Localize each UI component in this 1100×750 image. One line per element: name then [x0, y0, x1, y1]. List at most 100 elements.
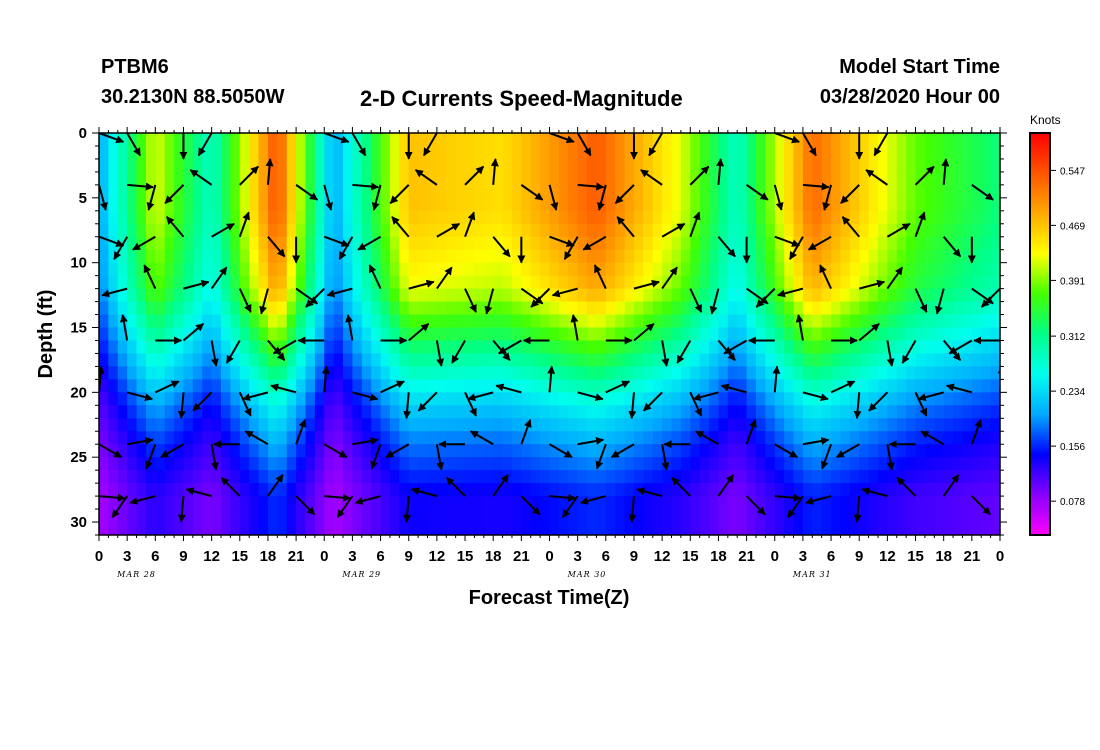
heatmap-cell: [549, 431, 560, 445]
heatmap-cell: [558, 197, 569, 212]
heatmap-cell: [765, 405, 776, 419]
heatmap-cell: [568, 301, 579, 316]
heatmap-cell: [727, 392, 738, 406]
heatmap-cell: [296, 509, 307, 523]
heatmap-cell: [296, 249, 307, 264]
heatmap-cell: [605, 405, 616, 419]
heatmap-cell: [211, 444, 222, 458]
heatmap-cell: [549, 444, 560, 458]
heatmap-cell: [558, 379, 569, 393]
heatmap-cell: [727, 340, 738, 355]
heatmap-cell: [117, 327, 128, 342]
heatmap-cell: [690, 262, 701, 277]
heatmap-cell: [314, 236, 325, 251]
heatmap-cell: [737, 133, 748, 147]
heatmap-cell: [962, 457, 973, 471]
heatmap-cell: [465, 470, 476, 484]
heatmap-cell: [793, 457, 804, 471]
heatmap-cell: [784, 340, 795, 355]
heatmap-cell: [258, 418, 269, 432]
current-vector-arrow: [807, 235, 832, 251]
heatmap-cell: [380, 249, 391, 264]
heatmap-cell: [971, 405, 982, 419]
heatmap-cell: [577, 353, 588, 368]
heatmap-cell: [230, 288, 241, 303]
heatmap-cell: [662, 158, 673, 173]
y-axis-title: Depth (ft): [35, 290, 57, 379]
heatmap-cell: [296, 145, 307, 160]
heatmap-cell: [352, 327, 363, 342]
heatmap-cell: [868, 184, 879, 199]
heatmap-cell: [680, 223, 691, 238]
heatmap-cell: [211, 340, 222, 355]
colorbar-ramp: [1029, 132, 1051, 536]
heatmap-cell: [174, 340, 185, 355]
heatmap-cell: [896, 301, 907, 316]
heatmap-cell: [333, 197, 344, 212]
heatmap-cell: [296, 133, 307, 147]
heatmap-cell: [943, 522, 954, 535]
heatmap-cell: [324, 483, 335, 497]
heatmap-cell: [953, 275, 964, 290]
heatmap-cell: [230, 314, 241, 329]
heatmap-cell: [127, 392, 138, 406]
heatmap-cell: [211, 431, 222, 445]
heatmap-cell: [690, 327, 701, 342]
heatmap-cell: [474, 444, 485, 458]
heatmap-cell: [446, 275, 457, 290]
heatmap-cell: [465, 145, 476, 160]
heatmap-cell: [549, 379, 560, 393]
heatmap-cell: [990, 366, 1000, 380]
heatmap-cell: [633, 522, 644, 535]
heatmap-cell: [164, 509, 175, 523]
heatmap-cell: [859, 249, 870, 264]
heatmap-cell: [286, 223, 297, 238]
heatmap-cell: [784, 288, 795, 303]
heatmap-cell: [164, 457, 175, 471]
heatmap-cell: [333, 301, 344, 316]
x-tick-label: 9: [179, 548, 187, 565]
current-vector-arrow: [868, 391, 889, 412]
heatmap-cell: [906, 392, 917, 406]
heatmap-cell: [821, 171, 832, 186]
heatmap-cell: [934, 288, 945, 303]
heatmap-cell: [812, 301, 823, 316]
heatmap-cell: [343, 483, 354, 497]
heatmap-cell: [793, 223, 804, 238]
heatmap-cell: [540, 197, 551, 212]
heatmap-cell: [718, 327, 729, 342]
heatmap-cell: [868, 288, 879, 303]
heatmap-cell: [314, 145, 325, 160]
heatmap-cell: [981, 184, 992, 199]
heatmap-cell: [624, 184, 635, 199]
current-vector-arrow: [886, 444, 895, 471]
heatmap-cell: [746, 236, 757, 251]
heatmap-cell: [239, 366, 250, 380]
heatmap-cell: [521, 210, 532, 225]
heatmap-cell: [587, 418, 598, 432]
heatmap-cell: [568, 366, 579, 380]
heatmap-cell: [877, 314, 888, 329]
heatmap-cell: [361, 184, 372, 199]
heatmap-cell: [343, 223, 354, 238]
heatmap-cell: [540, 210, 551, 225]
heatmap-cell: [174, 457, 185, 471]
heatmap-cell: [511, 249, 522, 264]
heatmap-cell: [755, 288, 766, 303]
heatmap-cell: [371, 509, 382, 523]
heatmap-cell: [896, 470, 907, 484]
heatmap-cell: [812, 236, 823, 251]
heatmap-cell: [831, 379, 842, 393]
heatmap-cell: [267, 249, 278, 264]
heatmap-cell: [408, 509, 419, 523]
x-tick-label: 18: [935, 548, 952, 565]
heatmap-cell: [493, 288, 504, 303]
heatmap-cell: [493, 457, 504, 471]
heatmap-cell: [493, 444, 504, 458]
heatmap-cell: [737, 210, 748, 225]
heatmap-cell: [849, 340, 860, 355]
heatmap-cell: [399, 314, 410, 329]
heatmap-cell: [108, 184, 119, 199]
heatmap-cell: [221, 470, 231, 484]
heatmap-cell: [418, 249, 429, 264]
